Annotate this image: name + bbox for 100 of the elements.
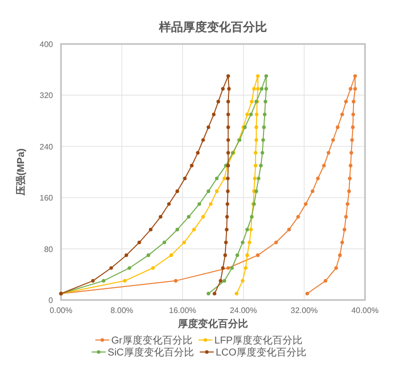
point — [264, 87, 268, 91]
point — [245, 253, 249, 257]
x-axis-title: 厚度变化百分比 — [177, 318, 248, 330]
point — [225, 215, 229, 219]
point — [254, 112, 258, 116]
point — [216, 100, 220, 104]
point — [353, 74, 357, 78]
point — [190, 164, 194, 168]
point — [162, 240, 166, 244]
point — [346, 202, 350, 206]
point — [124, 253, 128, 257]
point — [331, 138, 335, 142]
point — [227, 87, 231, 91]
point — [350, 138, 354, 142]
point — [102, 279, 106, 283]
point — [248, 240, 252, 244]
point — [250, 100, 254, 104]
point — [158, 215, 162, 219]
point — [186, 215, 190, 219]
point — [212, 292, 216, 296]
point — [254, 151, 258, 155]
point — [226, 189, 230, 193]
point — [208, 202, 213, 206]
point — [347, 189, 351, 193]
point — [322, 164, 326, 168]
point — [256, 87, 260, 91]
point — [215, 176, 219, 180]
point — [340, 112, 344, 116]
point — [222, 279, 226, 283]
point — [245, 112, 249, 116]
point — [226, 125, 230, 129]
legend-label: LCO厚度变化百分比 — [216, 346, 306, 358]
point — [254, 164, 258, 168]
y-tick-label: 0 — [48, 296, 54, 305]
point — [338, 253, 342, 257]
point — [342, 228, 346, 232]
point — [148, 228, 152, 232]
point — [236, 253, 240, 257]
point — [192, 228, 196, 232]
point — [259, 164, 263, 168]
point — [304, 202, 308, 206]
point — [348, 176, 352, 180]
point — [244, 266, 248, 270]
point — [334, 266, 338, 270]
point — [256, 253, 260, 257]
point — [128, 266, 132, 270]
point — [226, 202, 230, 206]
point — [167, 202, 171, 206]
point — [344, 215, 348, 219]
point — [352, 100, 356, 104]
y-axis-title: 压强(MPa) — [15, 148, 27, 197]
point — [245, 228, 249, 232]
y-tick-label: 320 — [40, 91, 54, 100]
point — [260, 151, 264, 155]
point — [240, 279, 244, 283]
point — [234, 292, 238, 296]
point — [260, 87, 264, 91]
point — [137, 240, 142, 244]
point — [91, 279, 95, 283]
point — [206, 292, 210, 296]
point — [296, 215, 300, 219]
point — [326, 151, 330, 155]
point — [182, 240, 186, 244]
point — [287, 228, 291, 232]
point — [151, 266, 155, 270]
x-tick-label: 16.00% — [169, 306, 196, 315]
point — [222, 176, 226, 180]
point — [109, 266, 113, 270]
point — [226, 74, 230, 78]
y-tick-label: 400 — [40, 40, 54, 49]
point — [226, 151, 230, 155]
point — [310, 189, 314, 193]
point — [226, 266, 230, 270]
y-tick-label: 80 — [44, 244, 54, 254]
point — [206, 125, 210, 129]
point — [223, 253, 227, 257]
point — [123, 279, 127, 283]
x-tick-label: 8.00% — [110, 306, 134, 315]
point — [262, 125, 266, 129]
point — [201, 138, 205, 142]
point — [305, 292, 310, 296]
point — [274, 240, 278, 244]
point — [264, 100, 268, 104]
point — [221, 87, 225, 91]
point — [353, 87, 357, 91]
point — [183, 176, 187, 180]
point — [249, 228, 253, 232]
point — [254, 125, 258, 129]
x-tick-label: 24.00% — [230, 306, 257, 315]
point — [175, 228, 180, 232]
point — [351, 125, 355, 129]
point — [146, 253, 150, 257]
point — [201, 215, 205, 219]
point — [324, 279, 328, 283]
point — [221, 266, 225, 270]
legend-label: LFP厚度变化百分比 — [214, 334, 303, 346]
y-tick-label: 240 — [40, 142, 54, 152]
chart-title: 样品厚度变化百分比 — [158, 20, 267, 34]
point — [169, 253, 173, 257]
point — [254, 189, 258, 193]
